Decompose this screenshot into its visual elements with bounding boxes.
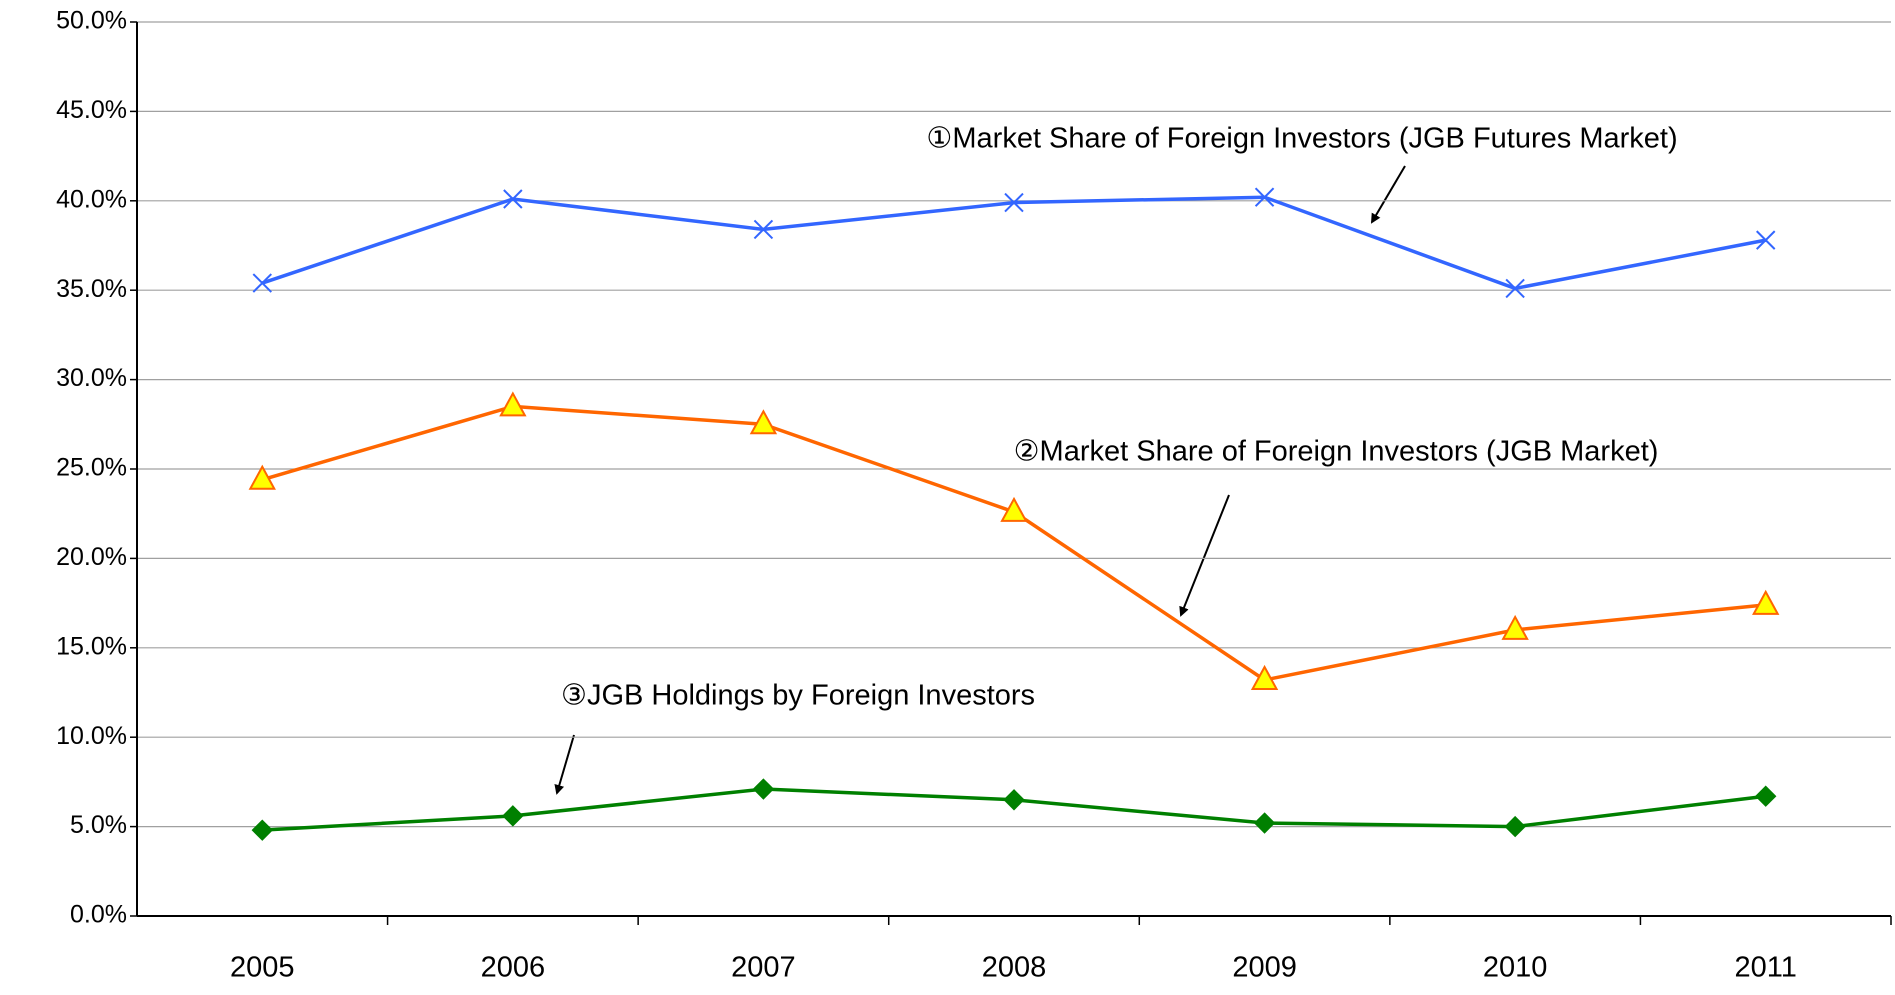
point-marker	[248, 464, 276, 490]
point-marker	[753, 219, 774, 240]
y-tick-label: 50.0%	[56, 7, 127, 35]
x-tick-label: 2008	[982, 952, 1047, 984]
y-tick-label: 15.0%	[56, 632, 127, 660]
x-tick-label: 2006	[481, 952, 546, 984]
x-tick-label: 2009	[1232, 952, 1297, 984]
point-marker	[1755, 785, 1777, 807]
y-tick-label: 45.0%	[56, 96, 127, 124]
x-tick-label: 2011	[1735, 952, 1797, 984]
series-annotation: ①Market Share of Foreign Investors (JGB …	[926, 123, 1677, 155]
annotation-arrow	[554, 734, 575, 795]
series-annotation: ③JGB Holdings by Foreign Investors	[561, 680, 1035, 712]
point-marker	[1752, 589, 1780, 615]
point-marker	[749, 409, 778, 435]
point-marker	[1004, 192, 1024, 213]
point-marker	[1501, 614, 1529, 640]
point-marker	[1003, 789, 1025, 811]
y-tick-label: 25.0%	[56, 454, 127, 482]
x-tick-label: 2010	[1483, 952, 1548, 984]
point-marker	[1504, 815, 1526, 838]
point-marker	[251, 819, 273, 841]
point-marker	[1250, 664, 1279, 690]
point-marker	[502, 805, 524, 827]
series-annotation: ②Market Share of Foreign Investors (JGB …	[1014, 436, 1659, 468]
x-tick-label: 2005	[230, 952, 295, 984]
y-tick-label: 30.0%	[56, 364, 127, 392]
point-marker	[503, 189, 523, 209]
point-marker	[1000, 496, 1028, 522]
point-marker	[752, 778, 775, 800]
annotation-arrow	[1370, 165, 1406, 224]
point-marker	[1756, 230, 1776, 250]
point-marker	[499, 391, 527, 417]
series-line	[261, 195, 1767, 291]
point-marker	[1253, 812, 1276, 834]
y-tick-label: 5.0%	[70, 811, 127, 839]
y-tick-label: 20.0%	[56, 543, 127, 571]
point-marker	[1505, 278, 1525, 299]
y-tick-label: 40.0%	[56, 185, 127, 213]
y-tick-label: 0.0%	[70, 901, 127, 929]
y-tick-label: 35.0%	[56, 275, 127, 303]
point-marker	[252, 273, 272, 293]
x-tick-label: 2007	[731, 952, 796, 984]
point-marker	[1254, 187, 1275, 207]
annotation-arrow	[1179, 494, 1230, 617]
y-tick-label: 10.0%	[56, 722, 127, 750]
